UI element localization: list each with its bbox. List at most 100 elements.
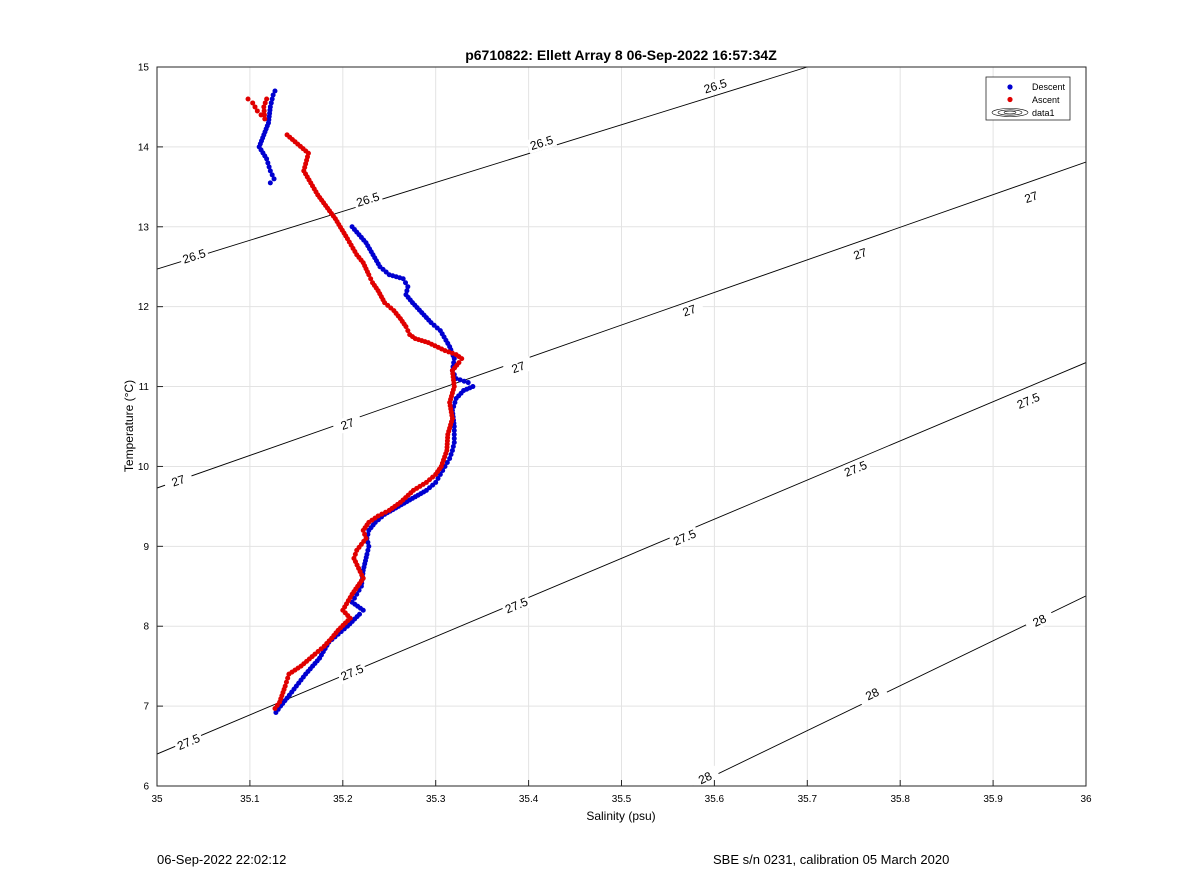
ascent-point — [286, 671, 292, 677]
descent-point — [452, 400, 458, 406]
descent-point — [405, 284, 411, 290]
descent-point — [450, 443, 456, 449]
descent-point — [451, 435, 457, 441]
ascent-point — [383, 509, 389, 515]
ascent-point — [272, 706, 278, 712]
y-axis-label: Temperature (°C) — [122, 380, 136, 472]
y-tick-label: 6 — [143, 782, 149, 793]
descent-point — [451, 427, 457, 433]
ascent-point — [386, 507, 392, 513]
descent-point — [448, 451, 454, 457]
ascent-point — [352, 551, 358, 557]
y-tick-label: 12 — [138, 302, 150, 313]
ascent-point — [368, 276, 374, 282]
contour-label-bg — [669, 525, 701, 550]
descent-point — [268, 100, 274, 106]
contour-label-bg — [673, 299, 705, 322]
legend-descent-label: Descent — [1032, 82, 1066, 92]
y-tick-label: 8 — [143, 622, 149, 633]
descent-point — [465, 380, 471, 386]
legend-ascent-label: Ascent — [1032, 95, 1060, 105]
isopycnal-contours: 26.526.526.526.527272727272727.527.527.5… — [157, 67, 1086, 791]
ascent-point — [252, 104, 258, 110]
x-tick-label: 35.9 — [983, 794, 1003, 805]
descent-point — [267, 168, 273, 174]
ascent-point — [285, 675, 291, 681]
contour-label-bg — [352, 188, 384, 211]
ascent-point — [254, 108, 260, 114]
contour-label-bg — [699, 75, 731, 98]
descent-point — [447, 455, 453, 461]
contour-label: 28 — [1030, 611, 1048, 630]
x-tick-label: 35.5 — [612, 794, 632, 805]
descent-point — [366, 527, 372, 533]
contour-label-bg — [331, 412, 363, 436]
descent-point — [461, 378, 467, 384]
descent-point — [264, 156, 270, 162]
y-tick-label: 14 — [138, 142, 150, 153]
ascent-point — [261, 104, 267, 110]
chart-title: p6710822: Ellett Array 8 06-Sep-2022 16:… — [465, 47, 777, 63]
ascent-point — [459, 356, 465, 362]
contour-label: 26.5 — [181, 246, 208, 266]
ascent-series — [245, 96, 465, 712]
descent-point — [267, 180, 273, 186]
descent-point — [451, 356, 457, 362]
chart-legend: Descent Ascent data1 — [985, 76, 1071, 121]
contour-label-bg — [856, 681, 888, 707]
axis-ticks: 35 35.1 35.2 35.3 35.4 35.5 35.6 35.7 35.8 35.9 36… — [138, 63, 1092, 806]
isopycnal-line-26-5 — [157, 67, 808, 270]
contour-label: 27 — [852, 245, 870, 263]
x-axis-label: Salinity (psu) — [586, 809, 655, 823]
contour-label-bg — [336, 660, 368, 685]
ascent-point — [264, 96, 270, 102]
contour-label-bg — [172, 730, 205, 754]
ascent-point — [366, 272, 372, 278]
descent-point — [265, 160, 271, 166]
x-tick-label: 36 — [1080, 794, 1092, 805]
descent-point — [435, 475, 441, 481]
x-tick-label: 35.4 — [519, 794, 539, 805]
descent-point — [365, 539, 371, 545]
isopycnal-line-27 — [157, 161, 1086, 489]
ascent-point — [283, 679, 289, 685]
contour-label: 27 — [170, 472, 188, 490]
ascent-point — [261, 108, 267, 114]
ascent-point — [362, 531, 368, 537]
contour-label: 26.5 — [528, 133, 555, 153]
y-tick-label: 11 — [139, 382, 150, 393]
contour-label: 26.5 — [355, 189, 382, 209]
descent-point — [365, 547, 371, 553]
legend-descent-marker — [1007, 84, 1013, 90]
y-tick-label: 9 — [143, 542, 149, 553]
contour-label-bg — [1015, 185, 1047, 209]
descent-point — [271, 176, 277, 182]
x-tick-label: 35 — [151, 794, 163, 805]
contour-label: 28 — [696, 769, 714, 788]
legend-ascent-marker — [1007, 96, 1013, 103]
contour-label: 27 — [510, 358, 528, 376]
contour-label: 28 — [863, 685, 881, 704]
x-tick-label: 35.2 — [333, 794, 353, 805]
descent-point — [404, 288, 410, 294]
ascent-point — [379, 511, 385, 517]
legend-contour-icon — [991, 108, 1029, 117]
footer-timestamp: 06-Sep-2022 22:02:12 — [157, 852, 287, 867]
footer-calibration: SBE s/n 0231, calibration 05 March 2020 — [713, 852, 950, 867]
y-tick-label: 15 — [138, 63, 150, 74]
descent-point — [444, 459, 450, 465]
contour-label-bg — [689, 765, 721, 791]
contour-label-bg — [178, 245, 210, 268]
contour-label-bg — [1023, 608, 1056, 634]
x-tick-label: 35.6 — [705, 794, 725, 805]
descent-point — [269, 172, 275, 178]
descent-point — [270, 92, 276, 98]
descent-point — [457, 377, 463, 383]
ascent-point — [405, 328, 411, 334]
ascent-point — [261, 112, 267, 118]
x-tick-label: 35.7 — [798, 794, 818, 805]
descent-point — [266, 164, 272, 170]
descent-point — [366, 543, 372, 549]
contour-label-bg — [839, 456, 872, 481]
